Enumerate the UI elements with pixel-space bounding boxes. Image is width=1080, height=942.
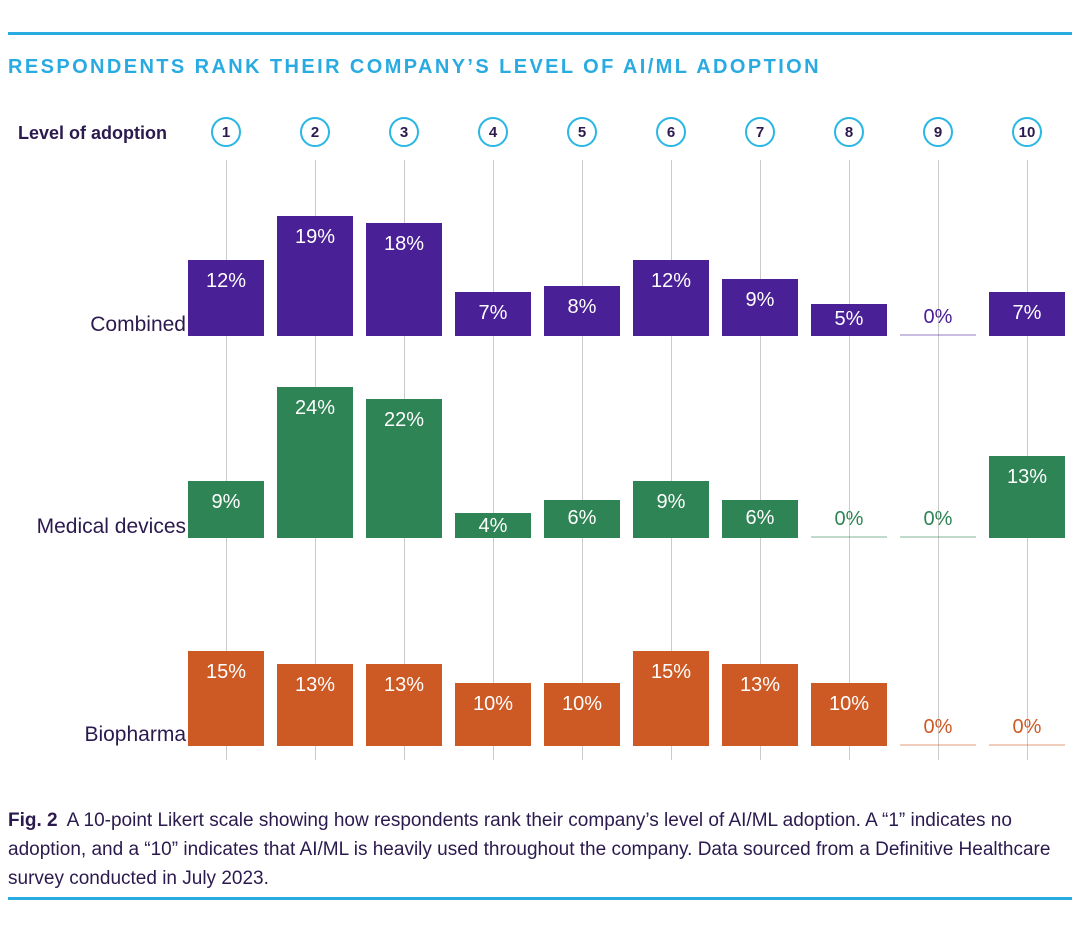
value-label-biopharma-5: 10%	[561, 693, 603, 715]
bar-combined-7: 9%	[722, 279, 798, 336]
bar-medical-devices-7: 6%	[722, 500, 798, 538]
value-label-medical-devices-8: 0%	[834, 508, 864, 530]
bar-biopharma-7: 13%	[722, 664, 798, 746]
bar-medical-devices-5: 6%	[544, 500, 620, 538]
bar-biopharma-2: 13%	[277, 664, 353, 746]
value-label-combined-7: 9%	[745, 289, 775, 311]
gridline-4	[493, 160, 494, 760]
value-label-combined-3: 18%	[383, 233, 425, 255]
bar-medical-devices-1: 9%	[188, 481, 264, 538]
figure-title: RESPONDENTS RANK THEIR COMPANY’S LEVEL O…	[8, 56, 821, 78]
value-label-combined-2: 19%	[294, 226, 336, 248]
scale-circle-5: 5	[567, 117, 597, 147]
value-label-combined-8: 5%	[834, 308, 864, 330]
bar-medical-devices-6: 9%	[633, 481, 709, 538]
scale-circle-9: 9	[923, 117, 953, 147]
row-label-biopharma: Biopharma	[84, 723, 186, 746]
bar-biopharma-6: 15%	[633, 651, 709, 746]
bar-biopharma-4: 10%	[455, 683, 531, 746]
gridline-1	[226, 160, 227, 760]
bar-combined-5: 8%	[544, 286, 620, 336]
bottom-divider-rule	[8, 897, 1072, 900]
zero-line-biopharma-9	[900, 744, 976, 746]
value-label-biopharma-1: 15%	[205, 661, 247, 683]
value-label-biopharma-2: 13%	[294, 674, 336, 696]
bar-combined-6: 12%	[633, 260, 709, 336]
bar-combined-8: 5%	[811, 304, 887, 336]
value-label-biopharma-9: 0%	[923, 716, 953, 738]
bar-combined-3: 18%	[366, 223, 442, 336]
value-label-medical-devices-4: 4%	[478, 515, 508, 537]
scale-circle-3: 3	[389, 117, 419, 147]
zero-line-combined-9	[900, 334, 976, 336]
value-label-biopharma-6: 15%	[650, 661, 692, 683]
value-label-medical-devices-6: 9%	[656, 491, 686, 513]
value-label-combined-6: 12%	[650, 270, 692, 292]
scale-circle-2: 2	[300, 117, 330, 147]
scale-circle-4: 4	[478, 117, 508, 147]
bar-biopharma-3: 13%	[366, 664, 442, 746]
zero-line-medical-devices-9	[900, 536, 976, 538]
value-label-medical-devices-7: 6%	[745, 507, 775, 529]
top-divider-rule	[8, 32, 1072, 35]
value-label-biopharma-8: 10%	[828, 693, 870, 715]
value-label-medical-devices-2: 24%	[294, 397, 336, 419]
gridline-5	[582, 160, 583, 760]
row-label-combined: Combined	[90, 313, 186, 336]
bar-combined-4: 7%	[455, 292, 531, 336]
gridline-9	[938, 160, 939, 760]
value-label-combined-4: 7%	[478, 302, 508, 324]
scale-circle-6: 6	[656, 117, 686, 147]
bar-combined-10: 7%	[989, 292, 1065, 336]
row-label-medical-devices: Medical devices	[36, 515, 186, 538]
zero-line-biopharma-10	[989, 744, 1065, 746]
value-label-biopharma-7: 13%	[739, 674, 781, 696]
gridline-6	[671, 160, 672, 760]
value-label-medical-devices-10: 13%	[1006, 466, 1048, 488]
bar-combined-2: 19%	[277, 216, 353, 336]
bar-biopharma-5: 10%	[544, 683, 620, 746]
value-label-medical-devices-3: 22%	[383, 409, 425, 431]
value-label-combined-9: 0%	[923, 306, 953, 328]
scale-circle-7: 7	[745, 117, 775, 147]
value-label-biopharma-10: 0%	[1012, 716, 1042, 738]
bar-medical-devices-3: 22%	[366, 399, 442, 538]
axis-label: Level of adoption	[18, 123, 168, 143]
gridline-8	[849, 160, 850, 760]
value-label-biopharma-3: 13%	[383, 674, 425, 696]
gridline-7	[760, 160, 761, 760]
value-label-medical-devices-9: 0%	[923, 508, 953, 530]
scale-circle-8: 8	[834, 117, 864, 147]
bar-medical-devices-4: 4%	[455, 513, 531, 538]
bar-combined-1: 12%	[188, 260, 264, 336]
bar-chart: Combined 12% 19% 18% 7% 8% 12% 9% 5% 0% 7% Medical …	[0, 150, 1080, 780]
value-label-combined-1: 12%	[205, 270, 247, 292]
zero-line-medical-devices-8	[811, 536, 887, 538]
bar-medical-devices-10: 13%	[989, 456, 1065, 538]
caption-text: A 10-point Likert scale showing how resp…	[8, 810, 1051, 889]
scale-circle-10: 10	[1012, 117, 1042, 147]
bar-biopharma-1: 15%	[188, 651, 264, 746]
caption-figure-number: Fig. 2	[8, 810, 58, 831]
value-label-medical-devices-5: 6%	[567, 507, 597, 529]
value-label-biopharma-4: 10%	[472, 693, 514, 715]
bar-biopharma-8: 10%	[811, 683, 887, 746]
bar-medical-devices-2: 24%	[277, 387, 353, 538]
scale-circle-1: 1	[211, 117, 241, 147]
value-label-combined-10: 7%	[1012, 302, 1042, 324]
value-label-medical-devices-1: 9%	[211, 491, 241, 513]
value-label-combined-5: 8%	[567, 296, 597, 318]
